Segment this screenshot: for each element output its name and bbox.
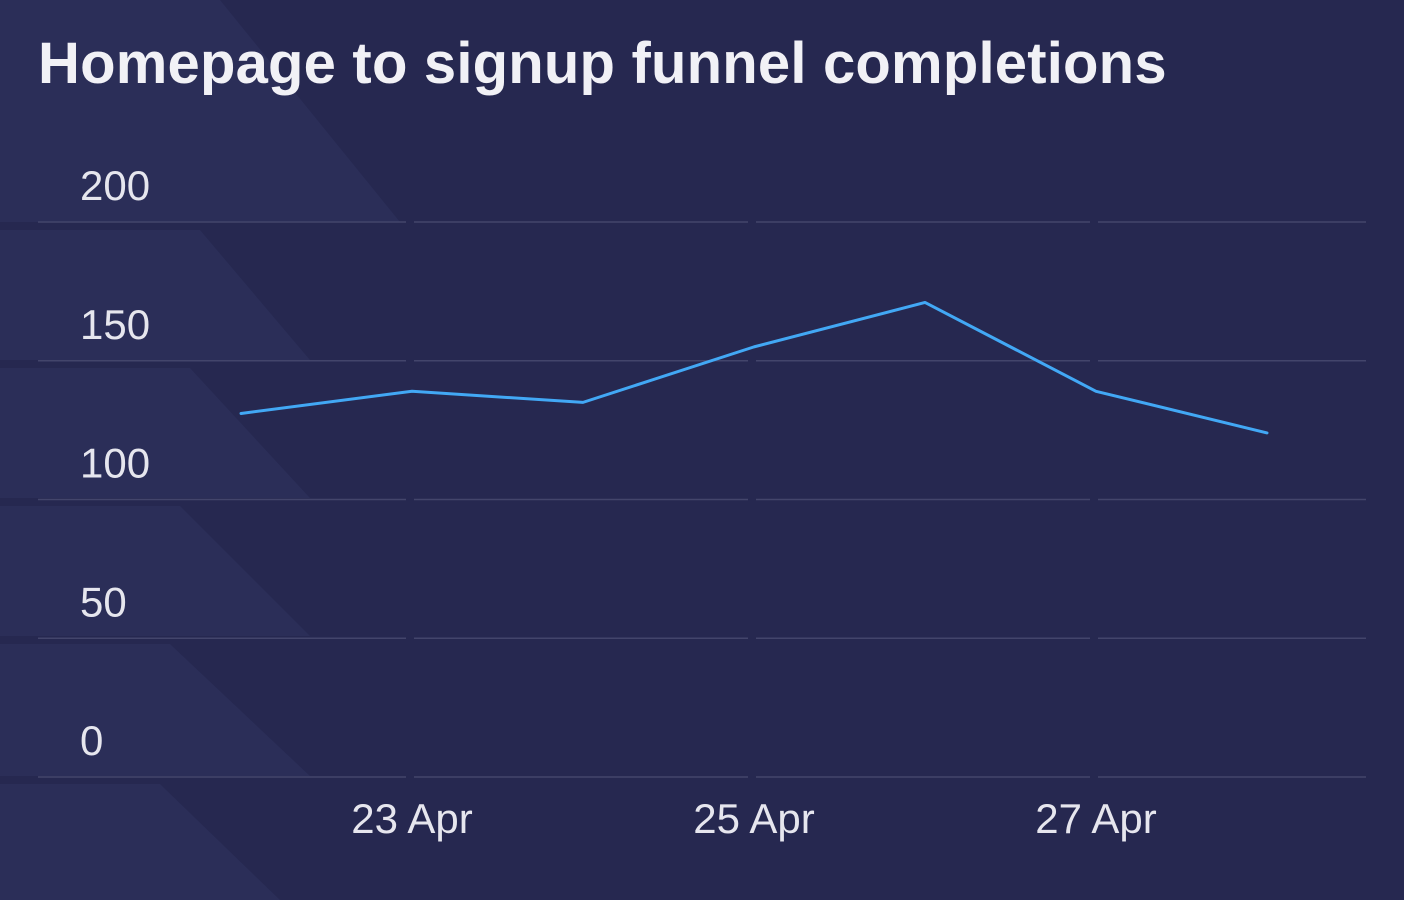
y-tick-label-150: 150 bbox=[80, 301, 150, 348]
chart-title: Homepage to signup funnel completions bbox=[38, 31, 1167, 96]
x-tick-label-2: 27 Apr bbox=[1035, 795, 1156, 842]
y-tick-label-50: 50 bbox=[80, 578, 127, 625]
x-tick-label-1: 25 Apr bbox=[693, 795, 814, 842]
y-tick-label-100: 100 bbox=[80, 440, 150, 487]
series-layer bbox=[239, 300, 1269, 435]
x-axis-ticks: 23 Apr 25 Apr 27 Apr bbox=[351, 795, 1156, 842]
x-tick-label-0: 23 Apr bbox=[351, 795, 472, 842]
grid-layer bbox=[38, 221, 1366, 778]
y-tick-label-0: 0 bbox=[80, 717, 103, 764]
y-axis-ticks: 0 50 100 150 200 bbox=[80, 162, 150, 764]
y-tick-label-200: 200 bbox=[80, 162, 150, 209]
series-line-0 bbox=[239, 300, 1269, 435]
